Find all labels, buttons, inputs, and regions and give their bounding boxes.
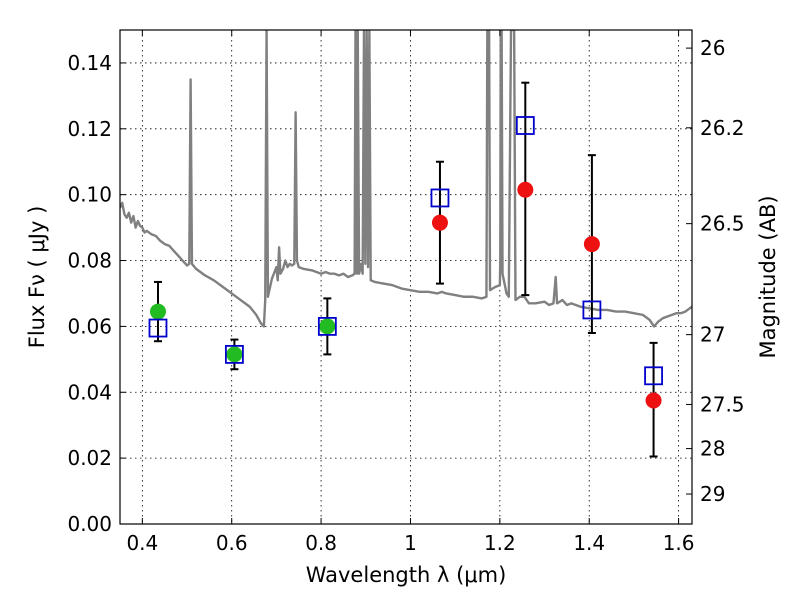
right-tick-label: 26 xyxy=(700,36,725,60)
right-axis-label: Magnitude (AB) xyxy=(756,195,780,358)
model-flux-square xyxy=(582,300,602,320)
x-tick-label: 1 xyxy=(404,531,417,555)
x-tick-label: 1.6 xyxy=(663,531,695,555)
y-tick-label: 0.00 xyxy=(67,512,112,536)
axis-ticks: 0.4 0.6 0.8 1 1.2 1.4 1.6 0.00 0.02 0.04 0.06 0.08 0… xyxy=(67,30,745,555)
x-tick-label: 0.8 xyxy=(305,531,337,555)
y-tick-label: 0.06 xyxy=(67,314,112,338)
right-tick-label: 27 xyxy=(700,323,725,347)
photometry-point xyxy=(226,346,243,363)
x-tick-label: 1.2 xyxy=(484,531,516,555)
model-flux-square xyxy=(224,344,244,364)
x-tick-label: 0.4 xyxy=(126,531,158,555)
y-tick-label: 0.12 xyxy=(67,117,112,141)
y-tick-label: 0.10 xyxy=(67,183,112,207)
right-tick-label: 29 xyxy=(700,482,725,506)
photometry-point xyxy=(319,318,336,335)
photometry-point xyxy=(645,392,662,409)
photometry-point xyxy=(431,214,448,231)
photometry-point xyxy=(583,236,600,253)
grid xyxy=(120,30,692,525)
y-tick-label: 0.04 xyxy=(67,380,112,404)
right-tick-label: 26.5 xyxy=(700,212,745,236)
x-tick-label: 1.4 xyxy=(573,531,605,555)
axes-frame xyxy=(119,29,693,525)
x-axis-label: Wavelength λ (μm) xyxy=(306,563,507,587)
plot-area xyxy=(120,30,692,458)
x-tick-label: 0.6 xyxy=(216,531,248,555)
right-tick-label: 28 xyxy=(700,437,725,461)
model-flux-square xyxy=(644,366,663,386)
right-tick-label: 27.5 xyxy=(700,392,745,416)
y-tick-label: 0.08 xyxy=(67,249,112,273)
y-axis-label: Flux Fν ( μJy ) xyxy=(25,206,49,349)
right-tick-label: 26.2 xyxy=(700,116,745,140)
y-tick-label: 0.14 xyxy=(67,51,112,75)
model-flux-square xyxy=(148,318,168,338)
model-flux-square xyxy=(430,188,450,208)
sed-model-curve xyxy=(120,30,692,328)
photometry-point xyxy=(517,181,534,198)
model-flux-square xyxy=(515,116,535,135)
photometry-point xyxy=(149,303,166,320)
model-flux-square xyxy=(317,316,337,336)
y-tick-label: 0.02 xyxy=(67,446,112,470)
